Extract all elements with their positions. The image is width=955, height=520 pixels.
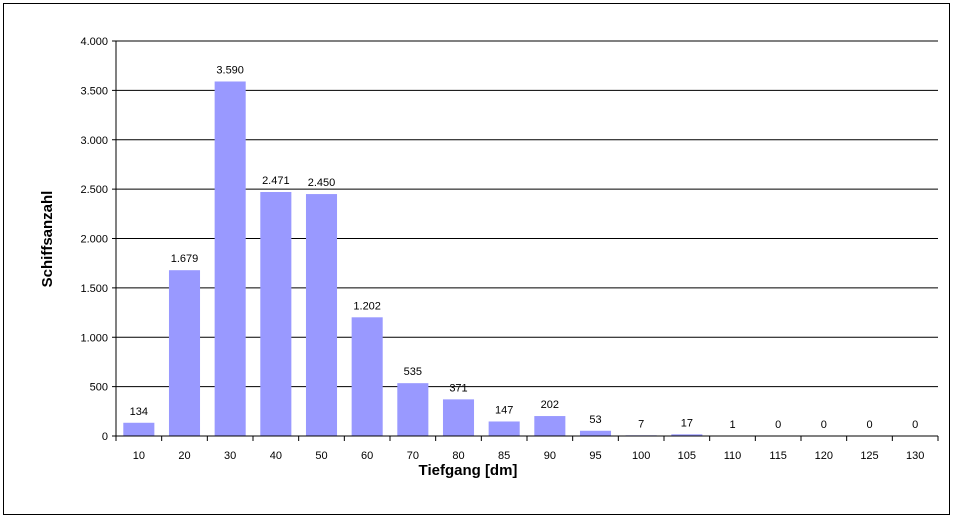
- y-tick-label: 2.500: [80, 184, 108, 196]
- bar: [351, 317, 383, 436]
- data-label: 53: [589, 414, 601, 426]
- gridlines: [116, 40, 938, 388]
- y-tick-label: 4.000: [80, 36, 108, 48]
- y-tick-label: 2.000: [80, 234, 108, 246]
- x-tick-label: 130: [906, 450, 924, 462]
- bar: [123, 422, 155, 436]
- bar: [442, 399, 475, 436]
- x-tick-label: 30: [224, 450, 236, 462]
- x-tick-label: 80: [452, 450, 464, 462]
- x-tick-label: 70: [407, 450, 419, 462]
- x-tick-label: 10: [133, 450, 145, 462]
- data-label: 371: [449, 382, 467, 394]
- y-tick-label: 3.000: [80, 135, 108, 147]
- x-tick-label: 85: [498, 450, 510, 462]
- y-tick-label: 1.000: [80, 332, 108, 344]
- x-tick-label: 125: [860, 450, 878, 462]
- x-tick-label: 40: [270, 450, 282, 462]
- axes: [112, 40, 939, 441]
- bar: [305, 194, 338, 436]
- y-tick-label: 1.500: [80, 283, 108, 295]
- data-label: 17: [681, 417, 693, 429]
- data-label: 0: [775, 419, 781, 431]
- x-tick-label: 50: [315, 450, 327, 462]
- bar-chart: 05001.0001.5002.0002.5003.0003.5004.0001…: [39, 36, 939, 479]
- y-tick-label: 0: [102, 431, 108, 443]
- data-label: 147: [495, 404, 513, 416]
- data-label: 134: [130, 406, 148, 418]
- x-axis-title: Tiefgang [dm]: [419, 462, 518, 479]
- data-label: 2.450: [308, 177, 336, 189]
- y-tick-label: 3.500: [80, 85, 108, 97]
- data-label: 0: [912, 419, 918, 431]
- data-label: 535: [404, 366, 422, 378]
- data-label: 7: [638, 418, 644, 430]
- bar: [168, 270, 201, 436]
- data-label: 1: [729, 419, 735, 431]
- x-tick-label: 60: [361, 450, 373, 462]
- x-tick-label: 120: [815, 450, 833, 462]
- bar: [488, 421, 520, 436]
- data-label: 0: [821, 419, 827, 431]
- x-tick-label: 100: [632, 450, 650, 462]
- data-label: 2.471: [262, 175, 290, 187]
- bar: [671, 434, 703, 436]
- y-axis-title: Schiffsanzahl: [39, 191, 56, 288]
- labels: 05001.0001.5002.0002.5003.0003.5004.0001…: [80, 36, 924, 462]
- bar: [534, 416, 566, 436]
- data-label: 202: [541, 399, 559, 411]
- chart-area: 0 500 1.000 1.500 2.000 2.500 3.000 3.500 4.000 1…: [3, 3, 950, 515]
- bar: [397, 383, 429, 436]
- data-label: 3.590: [216, 64, 244, 76]
- x-tick-label: 20: [178, 450, 190, 462]
- data-label: 1.202: [353, 300, 381, 312]
- bars: [123, 81, 749, 437]
- x-tick-label: 115: [769, 450, 787, 462]
- bar: [214, 81, 246, 437]
- x-tick-label: 90: [544, 450, 556, 462]
- data-label: 1.679: [171, 253, 199, 265]
- y-tick-label: 500: [90, 382, 108, 394]
- x-tick-label: 110: [724, 450, 742, 462]
- data-label: 0: [866, 419, 872, 431]
- x-tick-label: 105: [678, 450, 696, 462]
- x-tick-label: 95: [589, 450, 601, 462]
- bar: [260, 191, 292, 436]
- bar: [579, 430, 612, 436]
